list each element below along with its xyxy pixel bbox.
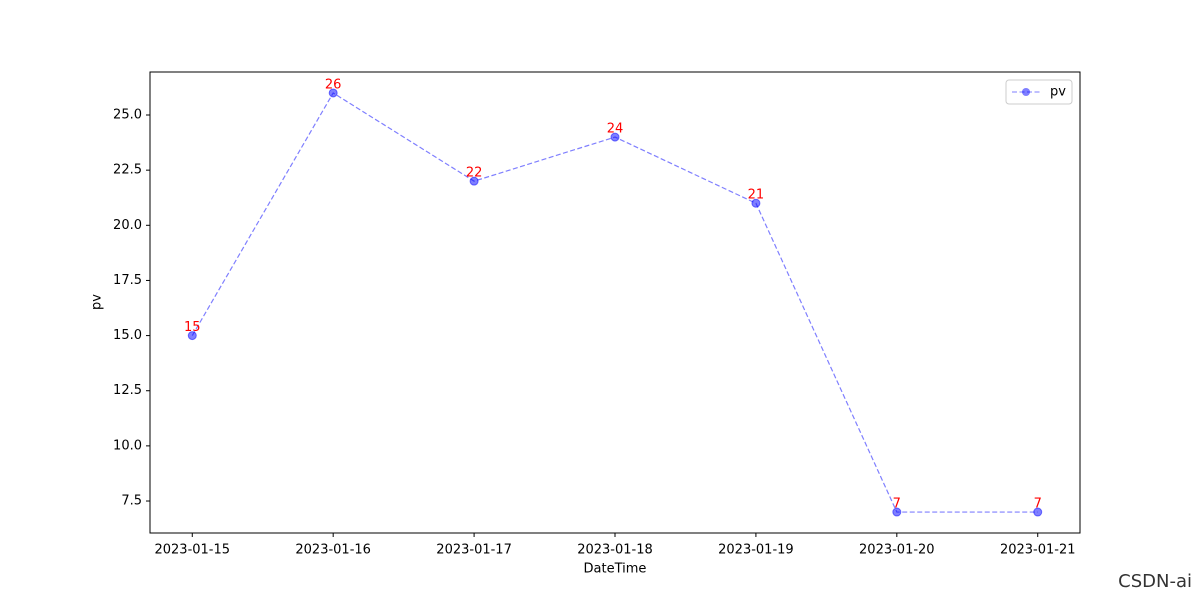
- point: [187, 331, 197, 341]
- legend-marker: [1022, 88, 1030, 96]
- series-line: [191, 92, 1038, 513]
- x-tick-label: 2023-01-19: [718, 543, 794, 558]
- y-axis-label: pv: [90, 294, 105, 310]
- point: [892, 507, 902, 517]
- point: [328, 88, 338, 98]
- legend-label: pv: [1050, 85, 1066, 100]
- x-tick-label: 2023-01-16: [295, 543, 371, 558]
- y-tick-label: 22.5: [113, 163, 142, 178]
- value-label: 7: [893, 497, 901, 512]
- value-label: 22: [466, 166, 483, 181]
- y-tick-label: 12.5: [113, 383, 142, 398]
- point: [469, 176, 479, 186]
- point: [610, 132, 620, 142]
- point: [1033, 507, 1043, 517]
- point: [751, 198, 761, 208]
- y-tick-label: 7.5: [121, 494, 142, 509]
- y-tick-label: 15.0: [113, 328, 142, 343]
- y-tick-label: 10.0: [113, 438, 142, 453]
- value-label: 21: [748, 188, 765, 203]
- x-tick-label: 2023-01-20: [859, 543, 935, 558]
- x-tick-label: 2023-01-21: [1000, 543, 1076, 558]
- value-label: 26: [325, 77, 342, 92]
- y-tick-label: 20.0: [113, 218, 142, 233]
- value-label: 15: [184, 320, 201, 335]
- y-tick-label: 17.5: [113, 273, 142, 288]
- x-tick-label: 2023-01-15: [154, 543, 230, 558]
- x-axis-label: DateTime: [584, 562, 647, 577]
- value-label: 7: [1034, 497, 1042, 512]
- x-tick-label: 2023-01-17: [436, 543, 512, 558]
- value-label: 24: [607, 122, 624, 137]
- x-tick-label: 2023-01-18: [577, 543, 653, 558]
- watermark: CSDN-ai: [1118, 571, 1192, 592]
- y-tick-label: 25.0: [113, 108, 142, 123]
